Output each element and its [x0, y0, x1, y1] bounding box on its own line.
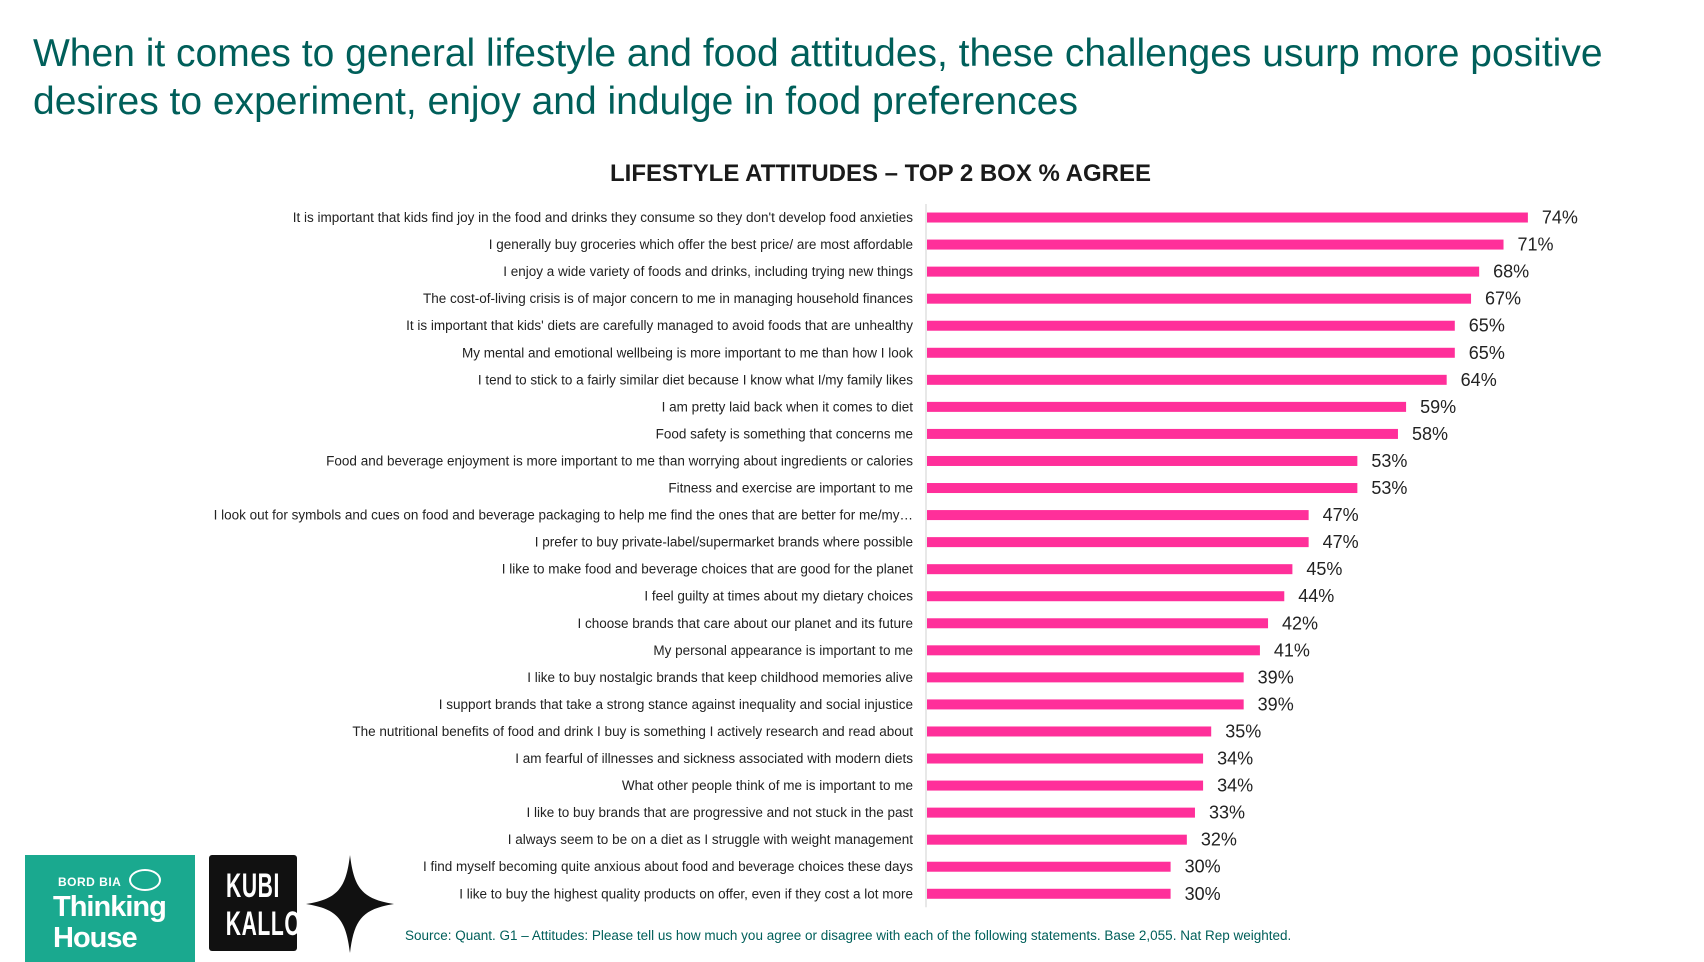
- bar: [927, 564, 1293, 575]
- chart-title: LIFESTYLE ATTITUDES – TOP 2 BOX % AGREE: [610, 160, 1151, 187]
- category-label: Fitness and exercise are important to me: [668, 481, 913, 496]
- data-label: 68%: [1493, 262, 1529, 282]
- category-label: Food and beverage enjoyment is more impo…: [326, 453, 913, 468]
- category-label: I am fearful of illnesses and sickness a…: [515, 751, 913, 766]
- bar: [927, 428, 1398, 439]
- data-label: 30%: [1185, 884, 1221, 904]
- category-label: I feel guilty at times about my dietary …: [644, 589, 913, 604]
- data-label: 67%: [1485, 289, 1521, 309]
- kubi-label: KUBI: [225, 867, 280, 905]
- data-label: 42%: [1282, 613, 1318, 633]
- bar: [927, 807, 1195, 818]
- data-label: 65%: [1469, 343, 1505, 363]
- data-label: 41%: [1274, 640, 1310, 660]
- speech-bubble-icon: [129, 869, 161, 891]
- bar: [927, 266, 1480, 277]
- data-label: 39%: [1258, 694, 1294, 714]
- category-label: I look out for symbols and cues on food …: [214, 508, 913, 523]
- data-label: 39%: [1258, 667, 1294, 687]
- bar: [927, 834, 1187, 845]
- bar: [927, 618, 1269, 629]
- category-label: My personal appearance is important to m…: [653, 643, 913, 658]
- data-label: 65%: [1469, 316, 1505, 336]
- data-label: 53%: [1371, 451, 1407, 471]
- category-label: I like to make food and beverage choices…: [502, 562, 914, 577]
- data-label: 30%: [1185, 857, 1221, 877]
- data-label: 64%: [1461, 370, 1497, 390]
- category-label: I generally buy groceries which offer th…: [489, 237, 913, 252]
- bar: [927, 293, 1472, 304]
- data-label: 58%: [1412, 424, 1448, 444]
- kubi-kalloo-logo: KUBI KALLOO: [209, 855, 319, 951]
- category-label: It is important that kids find joy in th…: [293, 210, 913, 225]
- bar: [927, 374, 1447, 385]
- category-label: Food safety is something that concerns m…: [656, 426, 913, 441]
- data-label: 33%: [1209, 803, 1245, 823]
- bar: [927, 239, 1504, 250]
- bar: [927, 699, 1244, 710]
- bar: [927, 672, 1244, 683]
- category-label: I find myself becoming quite anxious abo…: [423, 859, 913, 874]
- data-label: 47%: [1323, 505, 1359, 525]
- data-label: 74%: [1542, 208, 1578, 228]
- bar: [927, 347, 1455, 358]
- data-label: 59%: [1420, 397, 1456, 417]
- bar: [927, 401, 1407, 412]
- category-label: What other people think of me is importa…: [622, 778, 913, 793]
- category-label: I support brands that take a strong stan…: [439, 697, 913, 712]
- category-label: I like to buy brands that are progressiv…: [527, 805, 914, 820]
- data-label: 71%: [1518, 235, 1554, 255]
- bar: [927, 455, 1358, 466]
- category-label: I am pretty laid back when it comes to d…: [662, 399, 914, 414]
- bar: [927, 645, 1260, 656]
- bar: [927, 780, 1204, 791]
- thinking-label: Thinking: [53, 891, 167, 923]
- bar: [927, 861, 1171, 872]
- category-label: I prefer to buy private-label/supermarke…: [535, 535, 913, 550]
- bord-bia-label: BORD BIA: [58, 875, 122, 889]
- bar: [927, 510, 1309, 521]
- category-label: I tend to stick to a fairly similar diet…: [478, 372, 913, 387]
- data-label: 53%: [1371, 478, 1407, 498]
- category-label: I like to buy nostalgic brands that keep…: [527, 670, 913, 685]
- data-label: 45%: [1306, 559, 1342, 579]
- kalloo-label: KALLOO: [225, 905, 319, 943]
- category-label: It is important that kids' diets are car…: [406, 318, 913, 333]
- bar-chart: It is important that kids find joy in th…: [214, 204, 1578, 908]
- house-label: House: [53, 922, 138, 954]
- category-label: I always seem to be on a diet as I strug…: [508, 832, 913, 847]
- data-label: 35%: [1225, 721, 1261, 741]
- category-label: The cost-of-living crisis is of major co…: [423, 291, 913, 306]
- category-label: I choose brands that care about our plan…: [578, 616, 913, 631]
- bar: [927, 726, 1212, 737]
- source-note: Source: Quant. G1 – Attitudes: Please te…: [405, 928, 1292, 943]
- bar: [927, 888, 1171, 899]
- category-label: I enjoy a wide variety of foods and drin…: [503, 264, 913, 279]
- bord-bia-thinking-house-logo: BORD BIA Thinking House: [25, 855, 195, 962]
- bar: [927, 591, 1285, 602]
- data-label: 34%: [1217, 776, 1253, 796]
- bar: [927, 537, 1309, 548]
- bar: [927, 753, 1204, 764]
- category-label: My mental and emotional wellbeing is mor…: [462, 345, 913, 360]
- bar: [927, 483, 1358, 494]
- data-label: 47%: [1323, 532, 1359, 552]
- bar: [927, 320, 1455, 331]
- bar: [927, 212, 1528, 223]
- headline: When it comes to general lifestyle and f…: [33, 32, 1603, 123]
- four-point-star-icon: [306, 855, 394, 953]
- data-label: 44%: [1298, 586, 1334, 606]
- category-label: I like to buy the highest quality produc…: [459, 886, 913, 901]
- category-label: The nutritional benefits of food and dri…: [352, 724, 913, 739]
- data-label: 32%: [1201, 830, 1237, 850]
- data-label: 34%: [1217, 749, 1253, 769]
